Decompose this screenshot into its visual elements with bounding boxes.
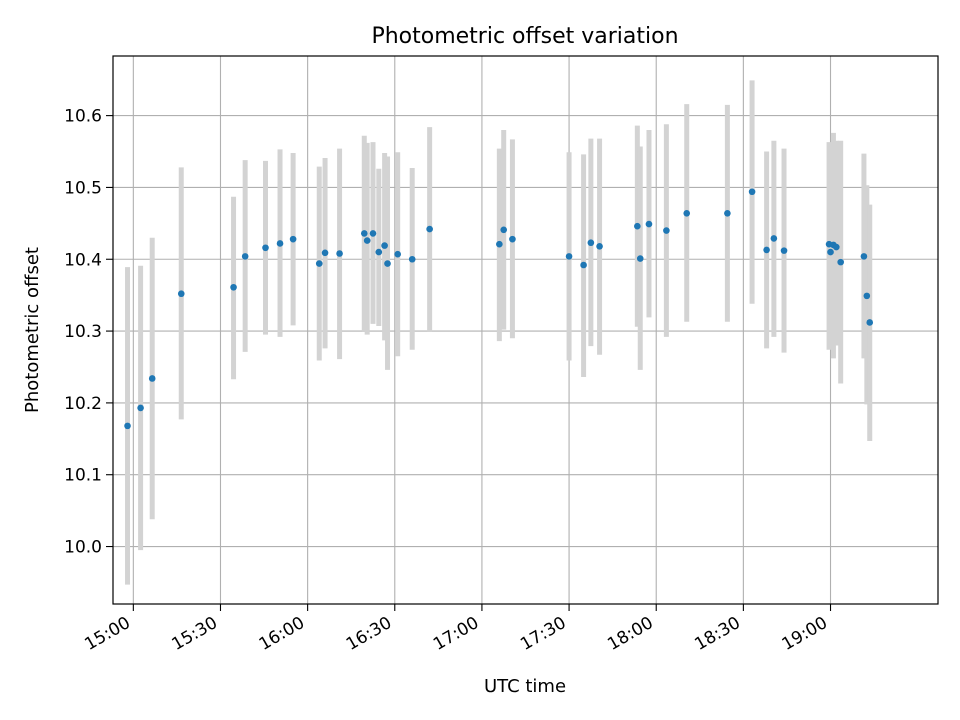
data-point	[360, 230, 368, 237]
data-point	[394, 250, 401, 258]
data-point	[866, 319, 874, 326]
data-point	[580, 261, 587, 269]
chart-title: Photometric offset variation	[371, 24, 678, 49]
data-point	[177, 290, 185, 298]
y-tick-label: 10.2	[64, 394, 102, 414]
data-point	[148, 375, 156, 382]
y-tick-label: 10.1	[64, 466, 102, 486]
y-tick-label: 10.5	[64, 178, 102, 198]
data-point	[230, 283, 237, 291]
plot-area	[113, 56, 938, 604]
data-point	[262, 244, 269, 252]
data-point	[565, 253, 573, 260]
data-point	[780, 247, 788, 254]
data-point	[636, 255, 644, 262]
data-point	[863, 292, 871, 300]
data-point	[770, 235, 778, 242]
data-point	[748, 188, 756, 196]
data-point	[500, 226, 508, 234]
data-point	[587, 239, 595, 247]
data-point	[381, 242, 388, 249]
data-point	[833, 243, 840, 251]
data-point	[321, 249, 329, 257]
y-tick-label: 10.0	[64, 538, 102, 558]
data-point	[363, 237, 371, 244]
x-axis-label: UTC time	[484, 676, 566, 697]
data-point	[369, 230, 377, 237]
data-point	[596, 243, 603, 250]
data-point	[724, 209, 731, 217]
data-point	[426, 225, 433, 233]
data-point	[509, 235, 516, 243]
data-point	[384, 260, 391, 267]
data-point	[683, 209, 691, 217]
data-points	[124, 188, 874, 430]
plot-frame	[112, 55, 939, 605]
data-point	[336, 250, 343, 257]
data-point	[496, 240, 503, 248]
data-point	[634, 222, 641, 230]
y-axis-label: Photometric offset	[22, 247, 43, 413]
data-point	[241, 253, 249, 260]
data-point	[289, 235, 297, 243]
data-point	[375, 248, 383, 256]
y-tick-label: 10.3	[64, 322, 102, 342]
data-point	[827, 248, 834, 256]
data-point	[663, 227, 670, 234]
y-tick-label: 10.4	[64, 250, 102, 270]
data-point	[763, 246, 770, 254]
data-point	[315, 260, 323, 267]
data-point	[837, 258, 844, 266]
y-tick-label: 10.6	[64, 107, 102, 127]
data-point	[124, 422, 131, 430]
data-point	[408, 255, 416, 263]
data-point	[860, 253, 868, 260]
data-point	[276, 240, 284, 247]
data-point	[137, 404, 144, 412]
y-axis-ticks: 10.0 10.1 10.2 10.3 10.4 10.5 10.6	[64, 107, 113, 558]
data-point	[645, 220, 653, 228]
